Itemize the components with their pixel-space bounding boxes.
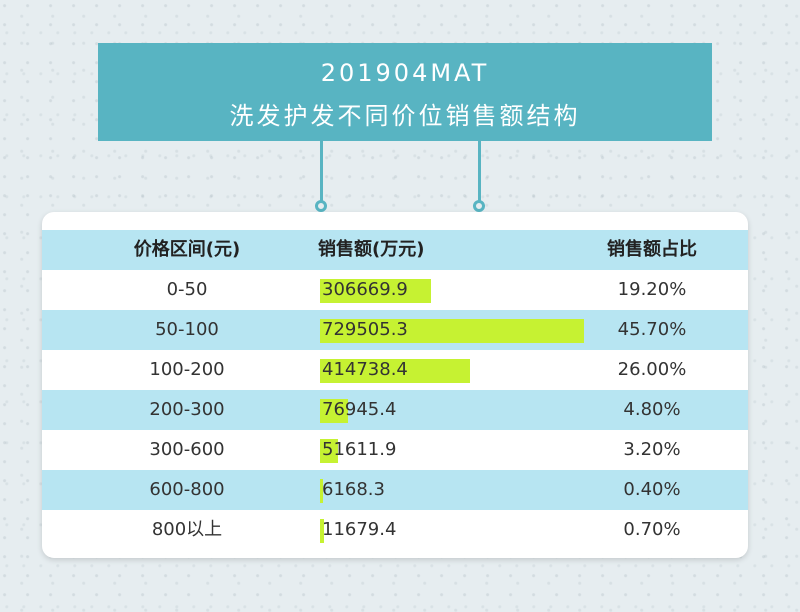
table-row: 0-50 306669.9 19.20% (42, 270, 748, 310)
sales-data-bar (320, 479, 323, 503)
price-range-cell: 800以上 (151, 519, 223, 540)
price-range-cell: 200-300 (149, 399, 225, 420)
share-cell: 0.40% (623, 479, 681, 500)
sales-data-bar (320, 439, 338, 463)
sales-data-bar (320, 399, 348, 423)
sales-value-cell: 76945.4 (322, 399, 397, 420)
chart-title-period: 201904MAT (320, 59, 490, 87)
sales-value-cell: 11679.4 (322, 519, 397, 540)
price-range-cell: 300-600 (149, 439, 225, 460)
column-header-share: 销售额占比 (607, 239, 697, 260)
table-row: 200-300 76945.4 4.80% (42, 390, 748, 430)
price-range-cell: 600-800 (149, 479, 225, 500)
sales-data-bar (320, 279, 431, 303)
table-row: 600-800 6168.3 0.40% (42, 470, 748, 510)
sales-value-cell: 306669.9 (322, 279, 408, 300)
connector-ring-left (315, 200, 327, 212)
table-row: 300-600 51611.9 3.20% (42, 430, 748, 470)
price-range-cell: 0-50 (166, 279, 208, 300)
chart-title: 洗发护发不同价位销售额结构 (229, 102, 581, 130)
sales-value-cell: 729505.3 (322, 319, 408, 340)
share-cell: 3.20% (623, 439, 681, 460)
sales-value-cell: 51611.9 (322, 439, 397, 460)
share-cell: 4.80% (623, 399, 681, 420)
share-cell: 0.70% (623, 519, 681, 540)
sales-value-cell: 414738.4 (322, 359, 408, 380)
connector-ring-right (473, 200, 485, 212)
connector-line-right (478, 141, 481, 203)
table-row: 800以上 11679.4 0.70% (42, 510, 748, 550)
sales-data-bar (320, 359, 470, 383)
table-header-row: 价格区间(元) 销售额(万元) 销售额占比 (42, 230, 748, 270)
connector-line-left (320, 141, 323, 203)
sales-data-bar (320, 319, 584, 343)
column-header-range: 价格区间(元) (133, 239, 241, 260)
table-row: 100-200 414738.4 26.00% (42, 350, 748, 390)
share-cell: 19.20% (617, 279, 687, 300)
title-banner: 201904MAT 洗发护发不同价位销售额结构 (98, 43, 712, 141)
data-table: 价格区间(元) 销售额(万元) 销售额占比 0-50 306669.9 19.20%… (42, 212, 748, 558)
price-range-cell: 50-100 (155, 319, 219, 340)
sales-data-bar (320, 519, 324, 543)
sales-value-cell: 6168.3 (322, 479, 385, 500)
table-row: 50-100 729505.3 45.70% (42, 310, 748, 350)
price-range-cell: 100-200 (149, 359, 225, 380)
share-cell: 26.00% (617, 359, 687, 380)
share-cell: 45.70% (617, 319, 687, 340)
column-header-sales: 销售额(万元) (318, 239, 425, 260)
